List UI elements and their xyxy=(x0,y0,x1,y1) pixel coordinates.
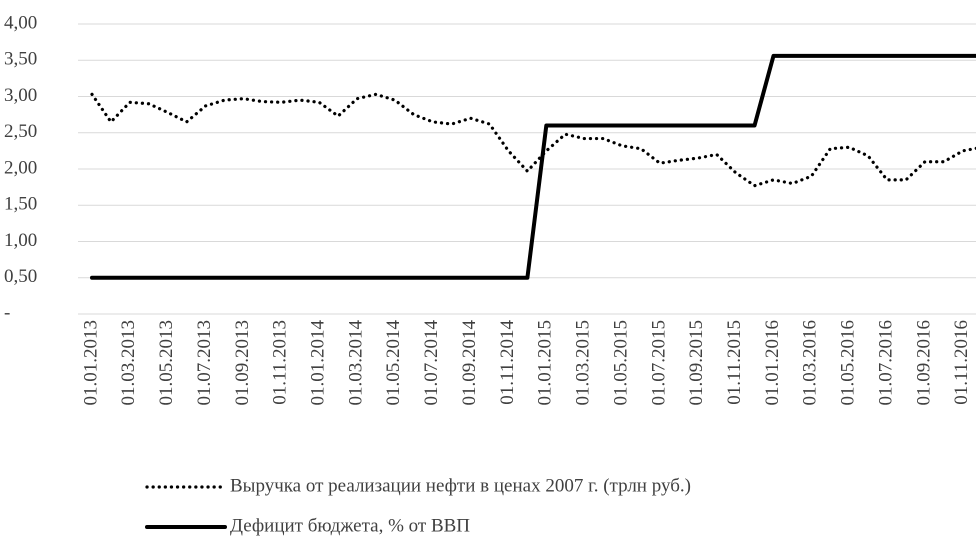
x-tick-label: 01.07.2014 xyxy=(421,320,442,406)
x-tick-label: 01.03.2014 xyxy=(345,320,366,406)
y-tick-label: 1,50 xyxy=(4,194,37,215)
x-tick-label: 01.01.2016 xyxy=(762,320,783,406)
x-tick-label: 01.11.2015 xyxy=(724,320,745,405)
legend-label: Выручка от реализации нефти в ценах 2007… xyxy=(230,475,691,496)
x-tick-label: 01.11.2013 xyxy=(270,320,291,405)
x-tick-label: 01.05.2016 xyxy=(838,320,859,406)
x-tick-label: 01.09.2014 xyxy=(459,319,480,405)
x-tick-label: 01.09.2015 xyxy=(686,320,707,406)
x-tick-label: 01.01.2014 xyxy=(308,320,329,406)
x-tick-label: 01.07.2016 xyxy=(875,320,896,406)
x-tick-label: 01.07.2015 xyxy=(648,320,669,406)
y-tick-label: 0,50 xyxy=(4,266,37,287)
x-tick-label: 01.09.2013 xyxy=(232,320,253,406)
y-tick-label: 3,00 xyxy=(4,85,37,106)
x-tick-label: 01.07.2013 xyxy=(194,320,215,406)
legend-label: Дефицит бюджета, % от ВВП xyxy=(230,515,470,536)
x-tick-label: 01.03.2016 xyxy=(800,320,821,406)
series-line xyxy=(90,53,976,280)
x-tick-label: 01.09.2016 xyxy=(913,320,934,406)
x-tick-label: 01.05.2014 xyxy=(383,320,404,406)
y-tick-label: 4,00 xyxy=(4,12,37,33)
y-tick-label: 2,00 xyxy=(4,157,37,178)
x-tick-label: 01.01.2013 xyxy=(80,320,101,406)
x-tick-label: 01.05.2015 xyxy=(610,320,631,406)
x-tick-label: 01.11.2014 xyxy=(497,320,518,405)
y-tick-label: - xyxy=(4,302,10,323)
y-tick-label: 3,50 xyxy=(4,49,37,70)
y-tick-label: 1,00 xyxy=(4,230,37,251)
x-tick-label: 01.05.2013 xyxy=(156,320,177,406)
x-tick-label: 01.01.2015 xyxy=(535,320,556,406)
x-tick-label: 01.03.2015 xyxy=(573,320,594,406)
x-tick-label: 01.03.2013 xyxy=(118,320,139,406)
y-tick-label: 2,50 xyxy=(4,121,37,142)
series-line xyxy=(90,92,976,188)
x-tick-label: 01.11.2016 xyxy=(951,320,972,405)
